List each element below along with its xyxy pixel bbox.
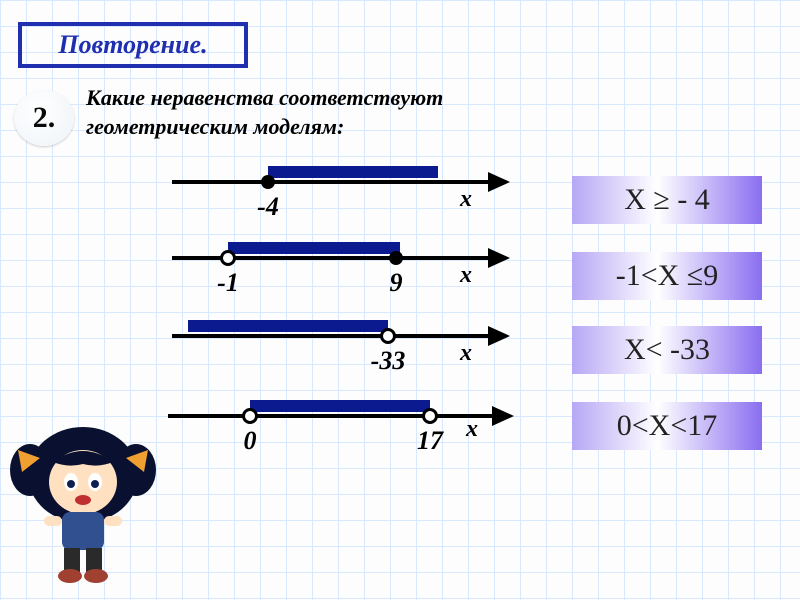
question-line-1: Какие неравенства соответствуют: [86, 84, 443, 113]
title-text: Повторение.: [58, 30, 207, 60]
open-point: [380, 328, 396, 344]
axis-line: [172, 334, 492, 338]
point-label: 17: [417, 426, 443, 456]
interval-segment: [268, 166, 438, 178]
interval-segment: [188, 320, 388, 332]
question-line-2: геометрическим моделям:: [86, 113, 443, 142]
point-label: 0: [244, 426, 257, 456]
exercise-number: 2.: [33, 101, 56, 135]
interval-segment: [250, 400, 430, 412]
axis-line: [172, 180, 492, 184]
open-point: [242, 408, 258, 424]
answer-box-3: X< -33: [572, 326, 762, 374]
axis-line: [168, 414, 496, 418]
axis-arrowhead: [488, 248, 510, 268]
axis-variable-label: х: [460, 262, 472, 289]
point-label: -1: [217, 268, 239, 298]
axis-variable-label: х: [466, 416, 478, 443]
axis-arrowhead: [488, 326, 510, 346]
exercise-number-badge: 2.: [14, 90, 74, 146]
numberline-2: -1 9 х: [0, 248, 560, 318]
answer-box-1: X ≥ - 4: [572, 176, 762, 224]
answer-text: X< -33: [624, 333, 710, 367]
point-label: -4: [257, 192, 279, 222]
closed-point: [389, 251, 403, 265]
numberline-1: -4 х: [0, 172, 560, 242]
interval-segment: [228, 242, 400, 254]
answer-box-2: -1<X ≤9: [572, 252, 762, 300]
axis-variable-label: х: [460, 340, 472, 367]
answer-box-4: 0<X<17: [572, 402, 762, 450]
title-box: Повторение.: [18, 22, 248, 68]
point-label: -33: [371, 346, 406, 376]
answer-text: 0<X<17: [617, 409, 718, 443]
axis-arrowhead: [492, 406, 514, 426]
axis-arrowhead: [488, 172, 510, 192]
numberline-3: -33 х: [0, 326, 560, 396]
open-point: [422, 408, 438, 424]
open-point: [220, 250, 236, 266]
closed-point: [261, 175, 275, 189]
axis-variable-label: х: [460, 186, 472, 213]
cartoon-character: [8, 420, 158, 590]
point-label: 9: [390, 268, 403, 298]
question-text: Какие неравенства соответствуют геометри…: [86, 84, 443, 141]
answer-text: X ≥ - 4: [624, 183, 710, 217]
answer-text: -1<X ≤9: [616, 259, 719, 293]
